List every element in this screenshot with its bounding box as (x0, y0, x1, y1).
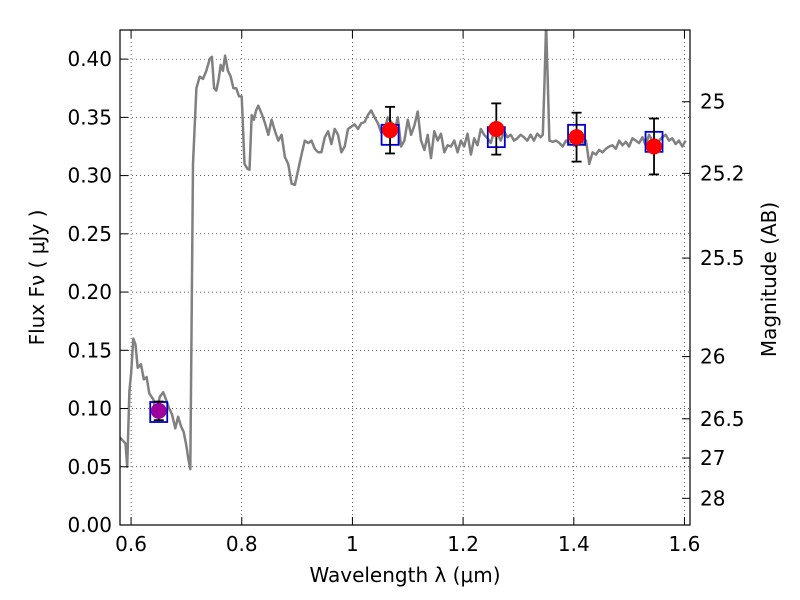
x-tick-label: 0.6 (115, 532, 147, 556)
x-axis-label: Wavelength λ (μm) (309, 563, 500, 587)
x-tick-label: 1 (346, 532, 359, 556)
y-tick-label: 0.05 (67, 455, 112, 479)
x-tick-label: 1.4 (558, 532, 590, 556)
y2-tick-label: 25 (700, 90, 725, 114)
y-tick-label: 0.10 (67, 397, 112, 421)
x-tick-label: 0.8 (226, 532, 258, 556)
observed-point (382, 122, 399, 139)
axes-frame (119, 29, 691, 526)
y-tick-label: 0.35 (67, 105, 112, 129)
observed-point (568, 129, 585, 146)
y-tick-label: 0.15 (67, 338, 112, 362)
observed-point (488, 121, 505, 137)
y-tick-label: 0.25 (67, 222, 112, 246)
observed-point (150, 402, 167, 419)
y-tick-label: 0.00 (67, 513, 112, 537)
tick-labels: 0.6 0.8 1 1.2 1.4 1.6 0.00 0.05 0.10 0.15 0.20 0.25… (67, 47, 744, 556)
y2-axis-label: Magnitude (AB) (757, 202, 781, 357)
observed-point (646, 138, 663, 155)
y2-tick-label: 27 (700, 446, 725, 470)
y2-tick-label: 28 (700, 486, 725, 510)
y-tick-label: 0.30 (67, 164, 112, 188)
tick-marks (120, 30, 690, 526)
x-tick-label: 1.2 (447, 532, 479, 556)
y2-tick-label: 26.5 (700, 407, 745, 431)
y-tick-label: 0.40 (67, 47, 112, 71)
x-tick-label: 1.6 (669, 532, 701, 556)
y-axis-label: Flux Fν ( μJy ) (25, 210, 49, 346)
y2-tick-label: 26 (700, 345, 725, 369)
y2-tick-label: 25.2 (700, 161, 745, 185)
plot-data (120, 30, 687, 471)
y2-tick-label: 25.5 (700, 246, 745, 270)
y-tick-label: 0.20 (67, 280, 112, 304)
